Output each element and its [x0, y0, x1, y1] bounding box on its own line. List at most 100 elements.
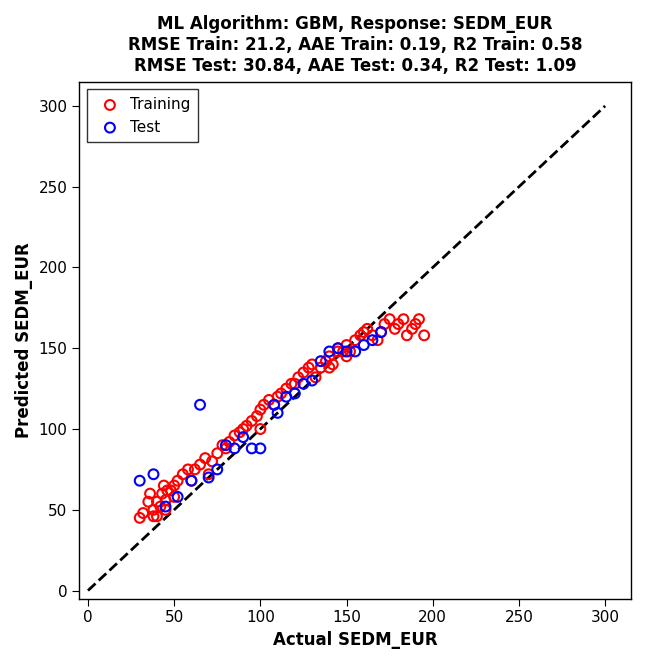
Training [212, 448, 222, 459]
Training [152, 511, 162, 521]
Test [172, 491, 183, 502]
Training [333, 343, 343, 353]
Training [155, 501, 165, 512]
Training [286, 378, 297, 389]
Training [200, 453, 211, 463]
Training [195, 459, 205, 470]
Training [149, 511, 159, 521]
Training [341, 340, 351, 351]
Training [419, 330, 430, 341]
Training [289, 378, 300, 389]
Test [315, 356, 326, 367]
Training [229, 430, 240, 441]
Training [402, 330, 412, 341]
Training [145, 488, 155, 499]
Training [149, 505, 159, 515]
Training [203, 469, 214, 479]
Title: ML Algorithm: GBM, Response: SEDM_EUR
RMSE Train: 21.2, AAE Train: 0.19, R2 Trai: ML Algorithm: GBM, Response: SEDM_EUR RM… [128, 15, 583, 74]
Training [152, 497, 162, 507]
Training [160, 495, 171, 505]
Training [224, 437, 234, 448]
Training [159, 480, 169, 491]
Test [281, 391, 291, 402]
Training [407, 323, 417, 334]
Test [212, 464, 222, 475]
Training [252, 411, 262, 422]
Training [160, 505, 171, 515]
Test [333, 343, 343, 353]
Training [255, 424, 266, 434]
Training [355, 330, 366, 341]
Test [269, 400, 279, 410]
Training [264, 394, 274, 405]
Training [255, 404, 266, 415]
Training [376, 327, 386, 337]
Training [384, 314, 395, 325]
Test [289, 388, 300, 399]
Test [324, 346, 335, 357]
Training [186, 475, 196, 486]
Test [350, 346, 360, 357]
Test [186, 475, 196, 486]
Training [258, 400, 269, 410]
Test [134, 475, 145, 486]
Test [307, 375, 317, 386]
Training [324, 351, 335, 362]
Test [255, 443, 266, 454]
Training [221, 443, 231, 454]
Training [238, 424, 248, 434]
Training [247, 416, 257, 426]
Training [338, 346, 348, 357]
Training [178, 469, 188, 479]
Training [134, 513, 145, 523]
Test [149, 469, 159, 479]
Training [333, 346, 343, 357]
Training [172, 475, 183, 486]
Y-axis label: Predicted SEDM_EUR: Predicted SEDM_EUR [15, 242, 33, 438]
X-axis label: Actual SEDM_EUR: Actual SEDM_EUR [273, 631, 437, 649]
Training [399, 314, 409, 325]
Test [221, 440, 231, 450]
Training [242, 420, 252, 431]
Training [379, 319, 390, 329]
Training [165, 485, 176, 496]
Training [359, 327, 369, 337]
Training [138, 508, 149, 519]
Test [247, 443, 257, 454]
Training [207, 456, 217, 467]
Training [320, 356, 331, 367]
Training [304, 363, 314, 373]
Test [160, 501, 171, 512]
Training [368, 330, 378, 341]
Legend: Training, Test: Training, Test [87, 90, 198, 142]
Training [157, 488, 167, 499]
Training [350, 335, 360, 345]
Training [169, 491, 180, 502]
Training [293, 372, 304, 382]
Test [203, 472, 214, 483]
Training [307, 359, 317, 370]
Training [341, 351, 351, 362]
Training [414, 314, 424, 325]
Training [315, 363, 326, 373]
Training [324, 363, 335, 373]
Training [169, 480, 180, 491]
Test [359, 340, 369, 351]
Training [410, 319, 421, 329]
Training [217, 440, 227, 450]
Training [345, 346, 355, 357]
Training [281, 383, 291, 394]
Test [273, 408, 283, 418]
Training [362, 323, 372, 334]
Training [390, 323, 400, 334]
Training [328, 359, 338, 370]
Training [298, 367, 309, 378]
Test [238, 432, 248, 442]
Test [368, 335, 378, 345]
Training [143, 497, 154, 507]
Test [229, 443, 240, 454]
Training [393, 319, 404, 329]
Training [190, 464, 200, 475]
Training [273, 391, 283, 402]
Training [269, 400, 279, 410]
